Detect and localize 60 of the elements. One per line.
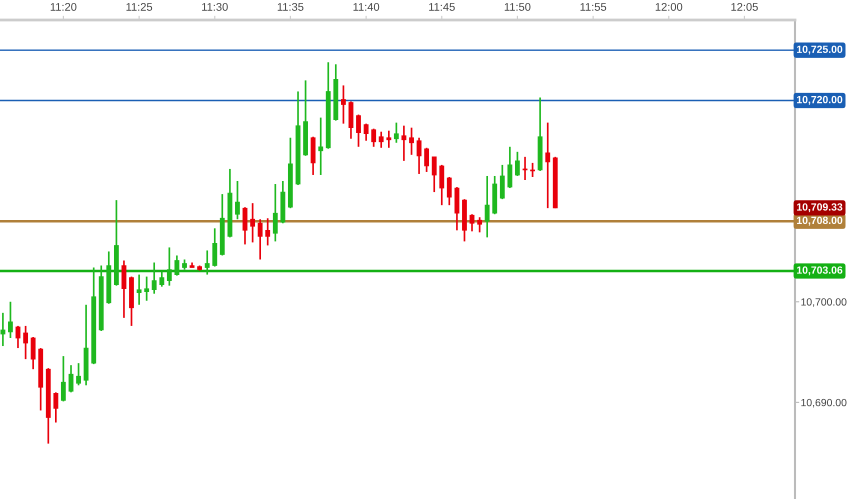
x-tick-label: 12:00 [656,2,682,11]
candlestick [250,202,256,244]
candlestick [235,180,240,220]
candlestick [16,325,20,349]
candlestick [258,218,263,260]
candlestick [0,312,6,347]
x-tick-label: 11:30 [202,2,228,11]
candlestick [446,176,452,206]
x-tick-label: 12:05 [731,2,758,11]
candlestick [401,124,406,162]
candlestick [23,325,28,360]
candlestick [356,114,361,148]
candlestick [122,260,126,319]
candlestick [212,227,218,268]
candlestick [53,391,58,424]
y-tick-label: 10,690.00 [801,398,846,408]
candlestick [272,183,278,242]
ref-line-label: 10,725.00 [797,46,842,54]
x-tick-label: 11:45 [429,3,455,11]
candlestick [30,336,36,370]
ref-line-label: 10,720.00 [797,96,842,105]
candlestick [60,355,66,402]
candlestick [68,364,74,394]
candlestick [484,175,490,238]
candlestick [371,128,376,148]
candlestick [144,276,150,302]
x-tick-label: 11:40 [353,2,380,11]
candlestick [470,213,474,232]
candlestick [318,116,324,176]
candlestick [341,84,346,124]
y-tick-label: 10,700.00 [801,298,846,307]
candlestick [76,362,81,386]
candlestick [500,164,505,200]
candlestick [378,130,384,149]
candlestick [265,217,270,246]
candlestick [545,122,550,210]
candlestick [477,216,482,234]
candlestick [424,146,430,173]
candlestick [416,136,422,175]
x-tick-label: 11:55 [580,3,606,11]
candlestick [530,162,535,178]
x-tick-label: 11:25 [126,2,152,11]
candlestick [439,164,444,206]
x-tick-label: 11:20 [50,2,76,11]
candlestick [514,150,520,177]
candlestick [386,130,392,149]
ref-line-label: 10,708.00 [797,216,842,226]
candlestick [432,156,437,193]
candlestick [409,126,414,156]
candlestick [242,206,248,246]
ref-line-label: 10,703.06 [797,266,842,276]
x-tick-label: 11:50 [504,2,530,11]
x-tick-label: 11:35 [278,2,304,11]
text: 10,709.33 [797,203,842,212]
candlestick [364,122,369,142]
candlestick [394,122,399,144]
candlestick [8,300,13,339]
candlestick [522,156,528,181]
candlestick [507,146,512,189]
candlestick [136,274,142,306]
